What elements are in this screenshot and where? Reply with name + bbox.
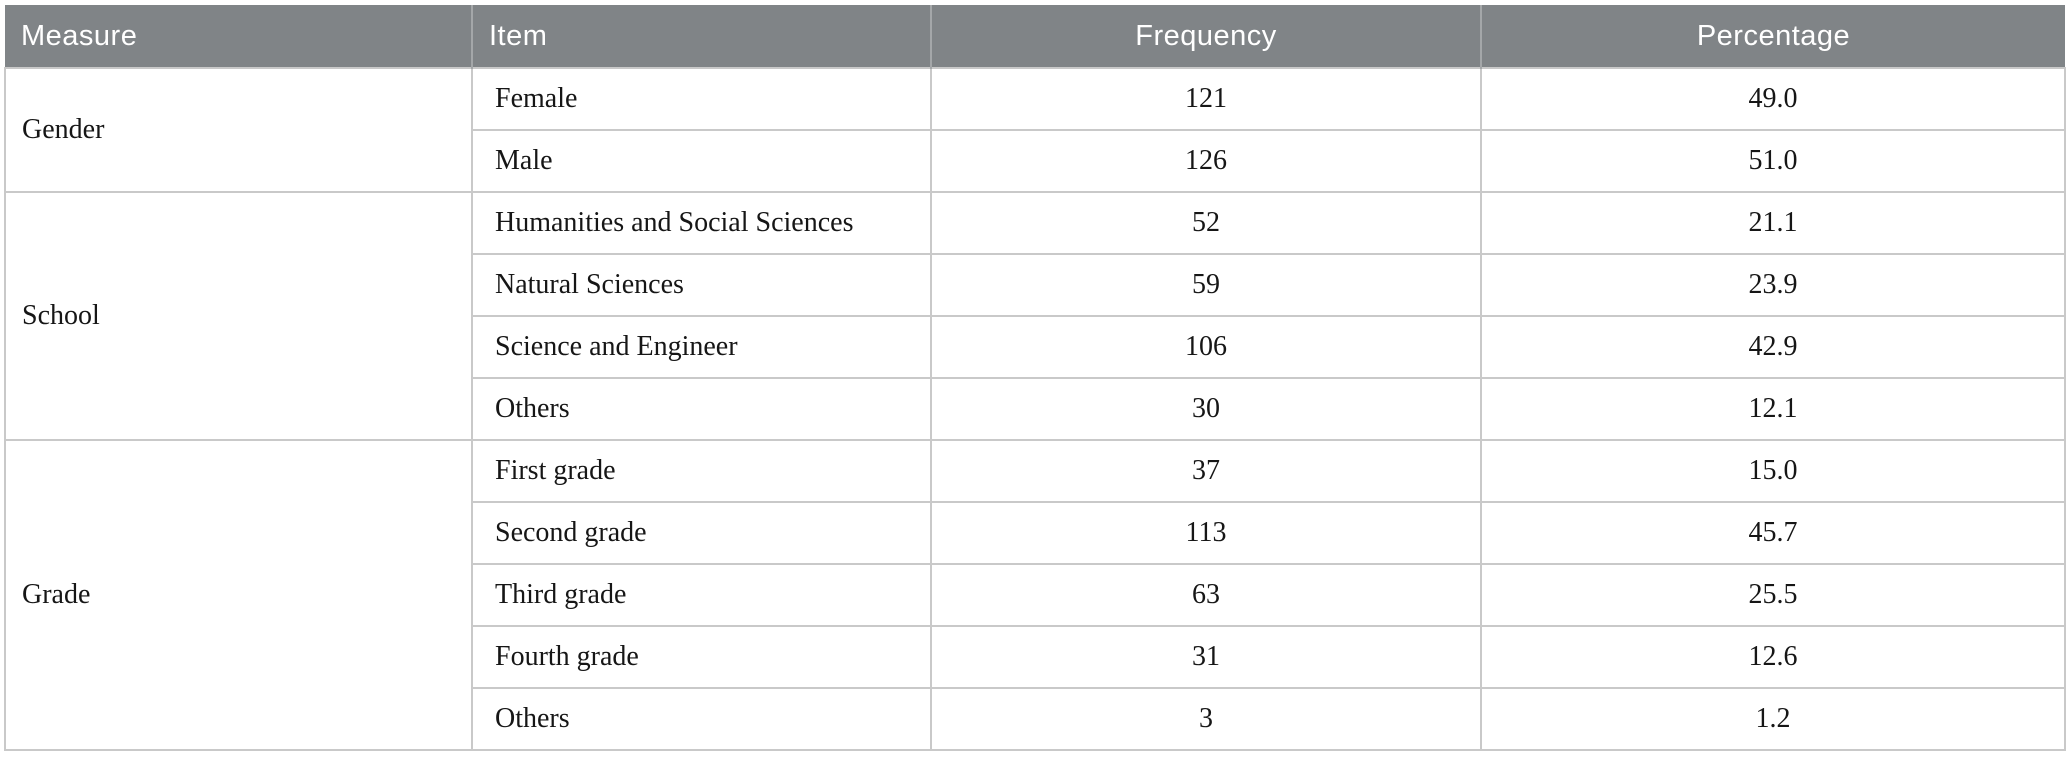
percentage-cell: 23.9 xyxy=(1480,253,2066,317)
table-row: Others 3 1.2 xyxy=(5,687,2066,751)
item-cell: First grade xyxy=(471,439,932,503)
demographics-table: Measure Item Frequency Percentage Gender… xyxy=(4,5,2066,751)
frequency-cell: 126 xyxy=(930,129,1482,193)
frequency-cell: 52 xyxy=(930,191,1482,255)
table-row: Gender Female 121 49.0 xyxy=(4,67,2066,193)
item-cell: Natural Sciences xyxy=(471,253,932,317)
percentage-cell: 49.0 xyxy=(1480,67,2066,131)
table-row: Fourth grade 31 12.6 xyxy=(5,625,2066,689)
item-cell: Others xyxy=(471,687,932,751)
header-row: Measure Item Frequency Percentage xyxy=(5,5,2065,68)
measure-cell-gender: Gender xyxy=(4,67,473,193)
frequency-cell: 30 xyxy=(930,377,1482,441)
percentage-cell: 51.0 xyxy=(1480,129,2066,193)
item-cell: Others xyxy=(471,377,932,441)
measure-cell-school: School xyxy=(4,191,473,441)
percentage-cell: 12.1 xyxy=(1480,377,2066,441)
item-cell: Science and Engineer xyxy=(471,315,932,379)
table-row: Science and Engineer 106 42.9 xyxy=(5,315,2066,379)
column-header-frequency: Frequency xyxy=(930,5,1481,68)
frequency-cell: 113 xyxy=(930,501,1482,565)
item-cell: Female xyxy=(471,67,932,131)
item-cell: Humanities and Social Sciences xyxy=(471,191,932,255)
frequency-cell: 37 xyxy=(930,439,1482,503)
frequency-cell: 3 xyxy=(930,687,1482,751)
frequency-cell: 63 xyxy=(930,563,1482,627)
frequency-cell: 106 xyxy=(930,315,1482,379)
item-cell: Fourth grade xyxy=(471,625,932,689)
table-row: Grade First grade 37 15.0 xyxy=(4,439,2066,751)
item-cell: Male xyxy=(471,129,932,193)
table-row: Third grade 63 25.5 xyxy=(5,563,2066,627)
column-header-percentage: Percentage xyxy=(1480,5,2065,68)
table-row: Male 126 51.0 xyxy=(5,129,2066,193)
percentage-cell: 15.0 xyxy=(1480,439,2066,503)
percentage-cell: 42.9 xyxy=(1480,315,2066,379)
frequency-cell: 31 xyxy=(930,625,1482,689)
column-header-item: Item xyxy=(471,5,931,68)
column-header-measure: Measure xyxy=(5,5,472,68)
percentage-cell: 21.1 xyxy=(1480,191,2066,255)
item-cell: Third grade xyxy=(471,563,932,627)
table-row: Second grade 113 45.7 xyxy=(5,501,2066,565)
percentage-cell: 1.2 xyxy=(1480,687,2066,751)
percentage-cell: 25.5 xyxy=(1480,563,2066,627)
table-row: Others 30 12.1 xyxy=(5,377,2066,441)
frequency-cell: 121 xyxy=(930,67,1482,131)
measure-cell-grade: Grade xyxy=(4,439,473,751)
percentage-cell: 12.6 xyxy=(1480,625,2066,689)
item-cell: Second grade xyxy=(471,501,932,565)
table-row: School Humanities and Social Sciences 52… xyxy=(4,191,2066,441)
table-row: Natural Sciences 59 23.9 xyxy=(5,253,2066,317)
percentage-cell: 45.7 xyxy=(1480,501,2066,565)
frequency-cell: 59 xyxy=(930,253,1482,317)
